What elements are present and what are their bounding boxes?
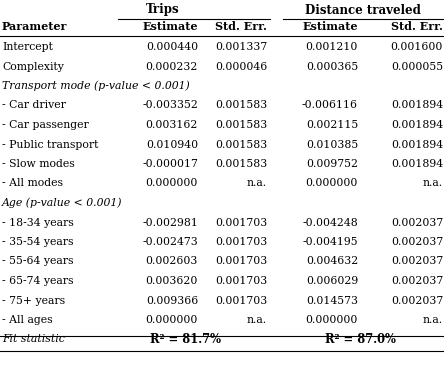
Text: - Public transport: - Public transport xyxy=(2,139,99,150)
Text: 0.001583: 0.001583 xyxy=(215,101,267,110)
Text: - 35-54 years: - 35-54 years xyxy=(2,237,74,247)
Text: 0.002115: 0.002115 xyxy=(306,120,358,130)
Text: - 18-34 years: - 18-34 years xyxy=(2,217,74,228)
Text: 0.000000: 0.000000 xyxy=(146,178,198,189)
Text: Intercept: Intercept xyxy=(2,42,53,52)
Text: R² = 81.7%: R² = 81.7% xyxy=(150,333,221,346)
Text: -0.002981: -0.002981 xyxy=(142,217,198,228)
Text: Parameter: Parameter xyxy=(2,22,67,33)
Text: 0.001583: 0.001583 xyxy=(215,120,267,130)
Text: 0.000046: 0.000046 xyxy=(215,62,267,71)
Text: Complexity: Complexity xyxy=(2,62,64,71)
Text: 0.002037: 0.002037 xyxy=(391,217,443,228)
Text: -0.004248: -0.004248 xyxy=(302,217,358,228)
Text: 0.000232: 0.000232 xyxy=(146,62,198,71)
Text: 0.001894: 0.001894 xyxy=(391,139,443,150)
Text: 0.002037: 0.002037 xyxy=(391,276,443,286)
Text: 0.009752: 0.009752 xyxy=(306,159,358,169)
Text: 0.001583: 0.001583 xyxy=(215,159,267,169)
Text: 0.000440: 0.000440 xyxy=(146,42,198,52)
Text: 0.000000: 0.000000 xyxy=(305,178,358,189)
Text: 0.001894: 0.001894 xyxy=(391,101,443,110)
Text: n.a.: n.a. xyxy=(247,178,267,189)
Text: 0.001703: 0.001703 xyxy=(215,217,267,228)
Text: n.a.: n.a. xyxy=(423,315,443,325)
Text: n.a.: n.a. xyxy=(247,315,267,325)
Text: - 65-74 years: - 65-74 years xyxy=(2,276,74,286)
Text: Trips: Trips xyxy=(146,3,180,17)
Text: - All ages: - All ages xyxy=(2,315,53,325)
Text: 0.010940: 0.010940 xyxy=(146,139,198,150)
Text: - Slow modes: - Slow modes xyxy=(2,159,75,169)
Text: 0.001210: 0.001210 xyxy=(305,42,358,52)
Text: 0.002037: 0.002037 xyxy=(391,237,443,247)
Text: - All modes: - All modes xyxy=(2,178,63,189)
Text: 0.002037: 0.002037 xyxy=(391,257,443,266)
Text: - 55-64 years: - 55-64 years xyxy=(2,257,74,266)
Text: Std. Err.: Std. Err. xyxy=(391,22,443,33)
Text: Transport mode (p-value < 0.001): Transport mode (p-value < 0.001) xyxy=(2,81,190,91)
Text: 0.009366: 0.009366 xyxy=(146,296,198,305)
Text: 0.004632: 0.004632 xyxy=(306,257,358,266)
Text: 0.002037: 0.002037 xyxy=(391,296,443,305)
Text: n.a.: n.a. xyxy=(423,178,443,189)
Text: 0.000000: 0.000000 xyxy=(305,315,358,325)
Text: 0.001600: 0.001600 xyxy=(391,42,443,52)
Text: - Car passenger: - Car passenger xyxy=(2,120,89,130)
Text: 0.001703: 0.001703 xyxy=(215,237,267,247)
Text: 0.006029: 0.006029 xyxy=(306,276,358,286)
Text: Fit statistic: Fit statistic xyxy=(2,335,65,344)
Text: 0.010385: 0.010385 xyxy=(306,139,358,150)
Text: 0.001894: 0.001894 xyxy=(391,159,443,169)
Text: 0.001703: 0.001703 xyxy=(215,257,267,266)
Text: Estimate: Estimate xyxy=(302,22,358,33)
Text: - 75+ years: - 75+ years xyxy=(2,296,65,305)
Text: 0.001703: 0.001703 xyxy=(215,296,267,305)
Text: -0.006116: -0.006116 xyxy=(302,101,358,110)
Text: - Car driver: - Car driver xyxy=(2,101,66,110)
Text: 0.001337: 0.001337 xyxy=(215,42,267,52)
Text: R² = 87.0%: R² = 87.0% xyxy=(325,333,396,346)
Text: 0.000365: 0.000365 xyxy=(306,62,358,71)
Text: 0.003162: 0.003162 xyxy=(146,120,198,130)
Text: -0.003352: -0.003352 xyxy=(142,101,198,110)
Text: 0.003620: 0.003620 xyxy=(146,276,198,286)
Text: Age (p-value < 0.001): Age (p-value < 0.001) xyxy=(2,198,123,208)
Text: 0.001583: 0.001583 xyxy=(215,139,267,150)
Text: Std. Err.: Std. Err. xyxy=(215,22,267,33)
Text: 0.001703: 0.001703 xyxy=(215,276,267,286)
Text: 0.014573: 0.014573 xyxy=(306,296,358,305)
Text: 0.001894: 0.001894 xyxy=(391,120,443,130)
Text: -0.002473: -0.002473 xyxy=(142,237,198,247)
Text: -0.004195: -0.004195 xyxy=(302,237,358,247)
Text: 0.000055: 0.000055 xyxy=(391,62,443,71)
Text: Estimate: Estimate xyxy=(143,22,198,33)
Text: 0.000000: 0.000000 xyxy=(146,315,198,325)
Text: 0.002603: 0.002603 xyxy=(146,257,198,266)
Text: -0.000017: -0.000017 xyxy=(142,159,198,169)
Text: Distance traveled: Distance traveled xyxy=(305,3,421,17)
